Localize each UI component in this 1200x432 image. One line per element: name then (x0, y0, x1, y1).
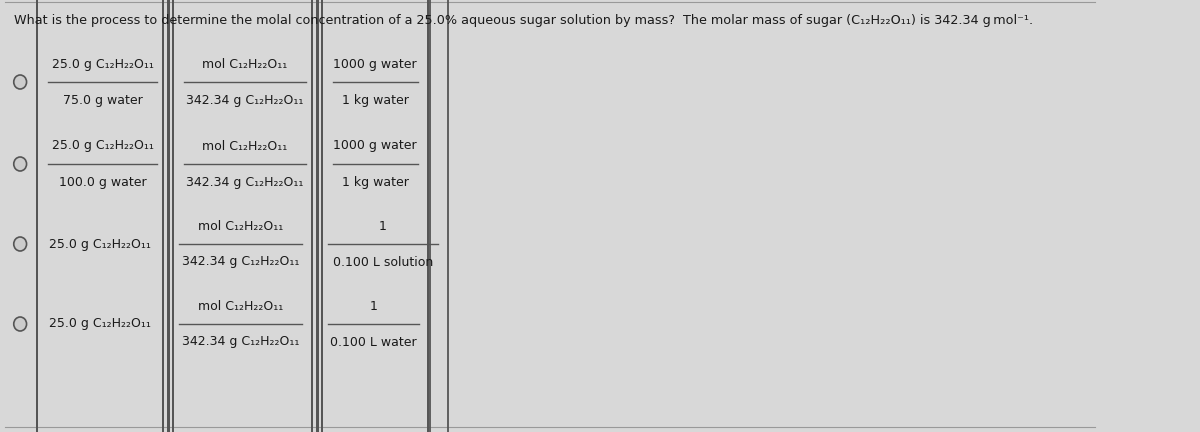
Circle shape (13, 237, 26, 251)
Text: 25.0 g C₁₂H₂₂O₁₁: 25.0 g C₁₂H₂₂O₁₁ (52, 57, 154, 70)
Circle shape (13, 75, 26, 89)
Text: 25.0 g C₁₂H₂₂O₁₁: 25.0 g C₁₂H₂₂O₁₁ (49, 318, 151, 330)
Text: 100.0 g water: 100.0 g water (59, 175, 146, 188)
Text: 0.100 L water: 0.100 L water (330, 336, 416, 349)
Text: mol C₁₂H₂₂O₁₁: mol C₁₂H₂₂O₁₁ (203, 57, 288, 70)
Text: 342.34 g C₁₂H₂₂O₁₁: 342.34 g C₁₂H₂₂O₁₁ (186, 93, 304, 107)
Text: 1000 g water: 1000 g water (334, 140, 416, 152)
Text: 25.0 g C₁₂H₂₂O₁₁: 25.0 g C₁₂H₂₂O₁₁ (49, 238, 151, 251)
Text: 342.34 g C₁₂H₂₂O₁₁: 342.34 g C₁₂H₂₂O₁₁ (181, 255, 299, 269)
Text: 25.0 g C₁₂H₂₂O₁₁: 25.0 g C₁₂H₂₂O₁₁ (52, 140, 154, 152)
Text: mol C₁₂H₂₂O₁₁: mol C₁₂H₂₂O₁₁ (198, 219, 283, 232)
Circle shape (13, 317, 26, 331)
Text: What is the process to determine the molal concentration of a 25.0% aqueous suga: What is the process to determine the mol… (13, 14, 1033, 27)
Text: 1 kg water: 1 kg water (342, 175, 408, 188)
Text: 1 kg water: 1 kg water (342, 93, 408, 107)
Text: 1000 g water: 1000 g water (334, 57, 416, 70)
Text: 0.100 L solution: 0.100 L solution (332, 255, 433, 269)
Text: 1: 1 (370, 299, 378, 312)
Circle shape (13, 157, 26, 171)
Text: 1: 1 (379, 219, 386, 232)
Text: 342.34 g C₁₂H₂₂O₁₁: 342.34 g C₁₂H₂₂O₁₁ (181, 336, 299, 349)
Text: mol C₁₂H₂₂O₁₁: mol C₁₂H₂₂O₁₁ (198, 299, 283, 312)
Text: 342.34 g C₁₂H₂₂O₁₁: 342.34 g C₁₂H₂₂O₁₁ (186, 175, 304, 188)
Text: 75.0 g water: 75.0 g water (62, 93, 143, 107)
Text: mol C₁₂H₂₂O₁₁: mol C₁₂H₂₂O₁₁ (203, 140, 288, 152)
